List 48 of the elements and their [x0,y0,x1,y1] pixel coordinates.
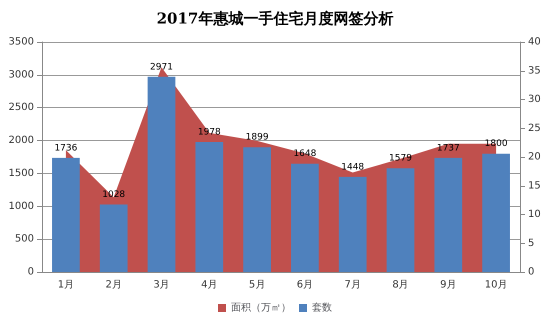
y-tick-label: 500 [14,234,34,245]
chart-title: 2017年惠城一手住宅月度网签分析 [156,10,394,28]
data-label: 1737 [436,143,460,154]
bar [386,168,414,272]
legend-label: 套数 [312,302,332,314]
y2-tick-label: 20 [528,152,541,162]
bar [434,158,462,272]
data-label: 1978 [198,128,222,138]
y2-tick-label: 30 [528,94,541,105]
bar [291,164,319,272]
data-label: 1448 [341,162,364,172]
y2-tick-label: 10 [528,209,541,220]
bar [100,204,128,272]
bar [243,147,271,272]
y-tick-label: 2000 [8,135,34,146]
x-tick-label: 10月 [484,280,508,290]
y-tick-label: 1500 [8,168,34,179]
x-tick-label: 2月 [106,280,122,290]
x-tick-label: 6月 [296,280,314,290]
data-label: 1736 [54,143,78,154]
bar [338,176,367,272]
bar [195,142,224,272]
bar [148,76,176,272]
x-tick-label: 5月 [248,280,266,290]
y2-tick-label: 25 [528,122,541,134]
x-tick-label: 7月 [344,280,361,290]
y-tick-label: 0 [28,266,34,278]
bar [482,154,510,272]
y-tick-label: 3500 [8,36,34,48]
y-tick-label: 1000 [8,200,34,212]
data-label: 2971 [150,62,173,72]
data-label: 1899 [246,132,269,143]
y2-tick-label: 0 [528,266,534,278]
x-tick-label: 1月 [58,280,74,290]
x-tick-label: 9月 [440,280,456,290]
data-label: 1028 [102,190,126,200]
bar [52,158,80,272]
x-tick-label: 4月 [201,280,218,290]
data-label: 1800 [484,139,508,150]
y-tick-label: 2500 [8,102,34,114]
legend-label: 面积（万㎡） [231,302,291,314]
y2-tick-label: 35 [528,65,541,76]
y2-tick-label: 5 [528,238,534,249]
y2-tick-label: 40 [528,36,541,48]
x-tick-label: 3月 [153,280,170,290]
y-tick-label: 3000 [8,69,34,80]
y2-tick-label: 15 [528,180,541,192]
x-tick-label: 8月 [392,280,409,290]
